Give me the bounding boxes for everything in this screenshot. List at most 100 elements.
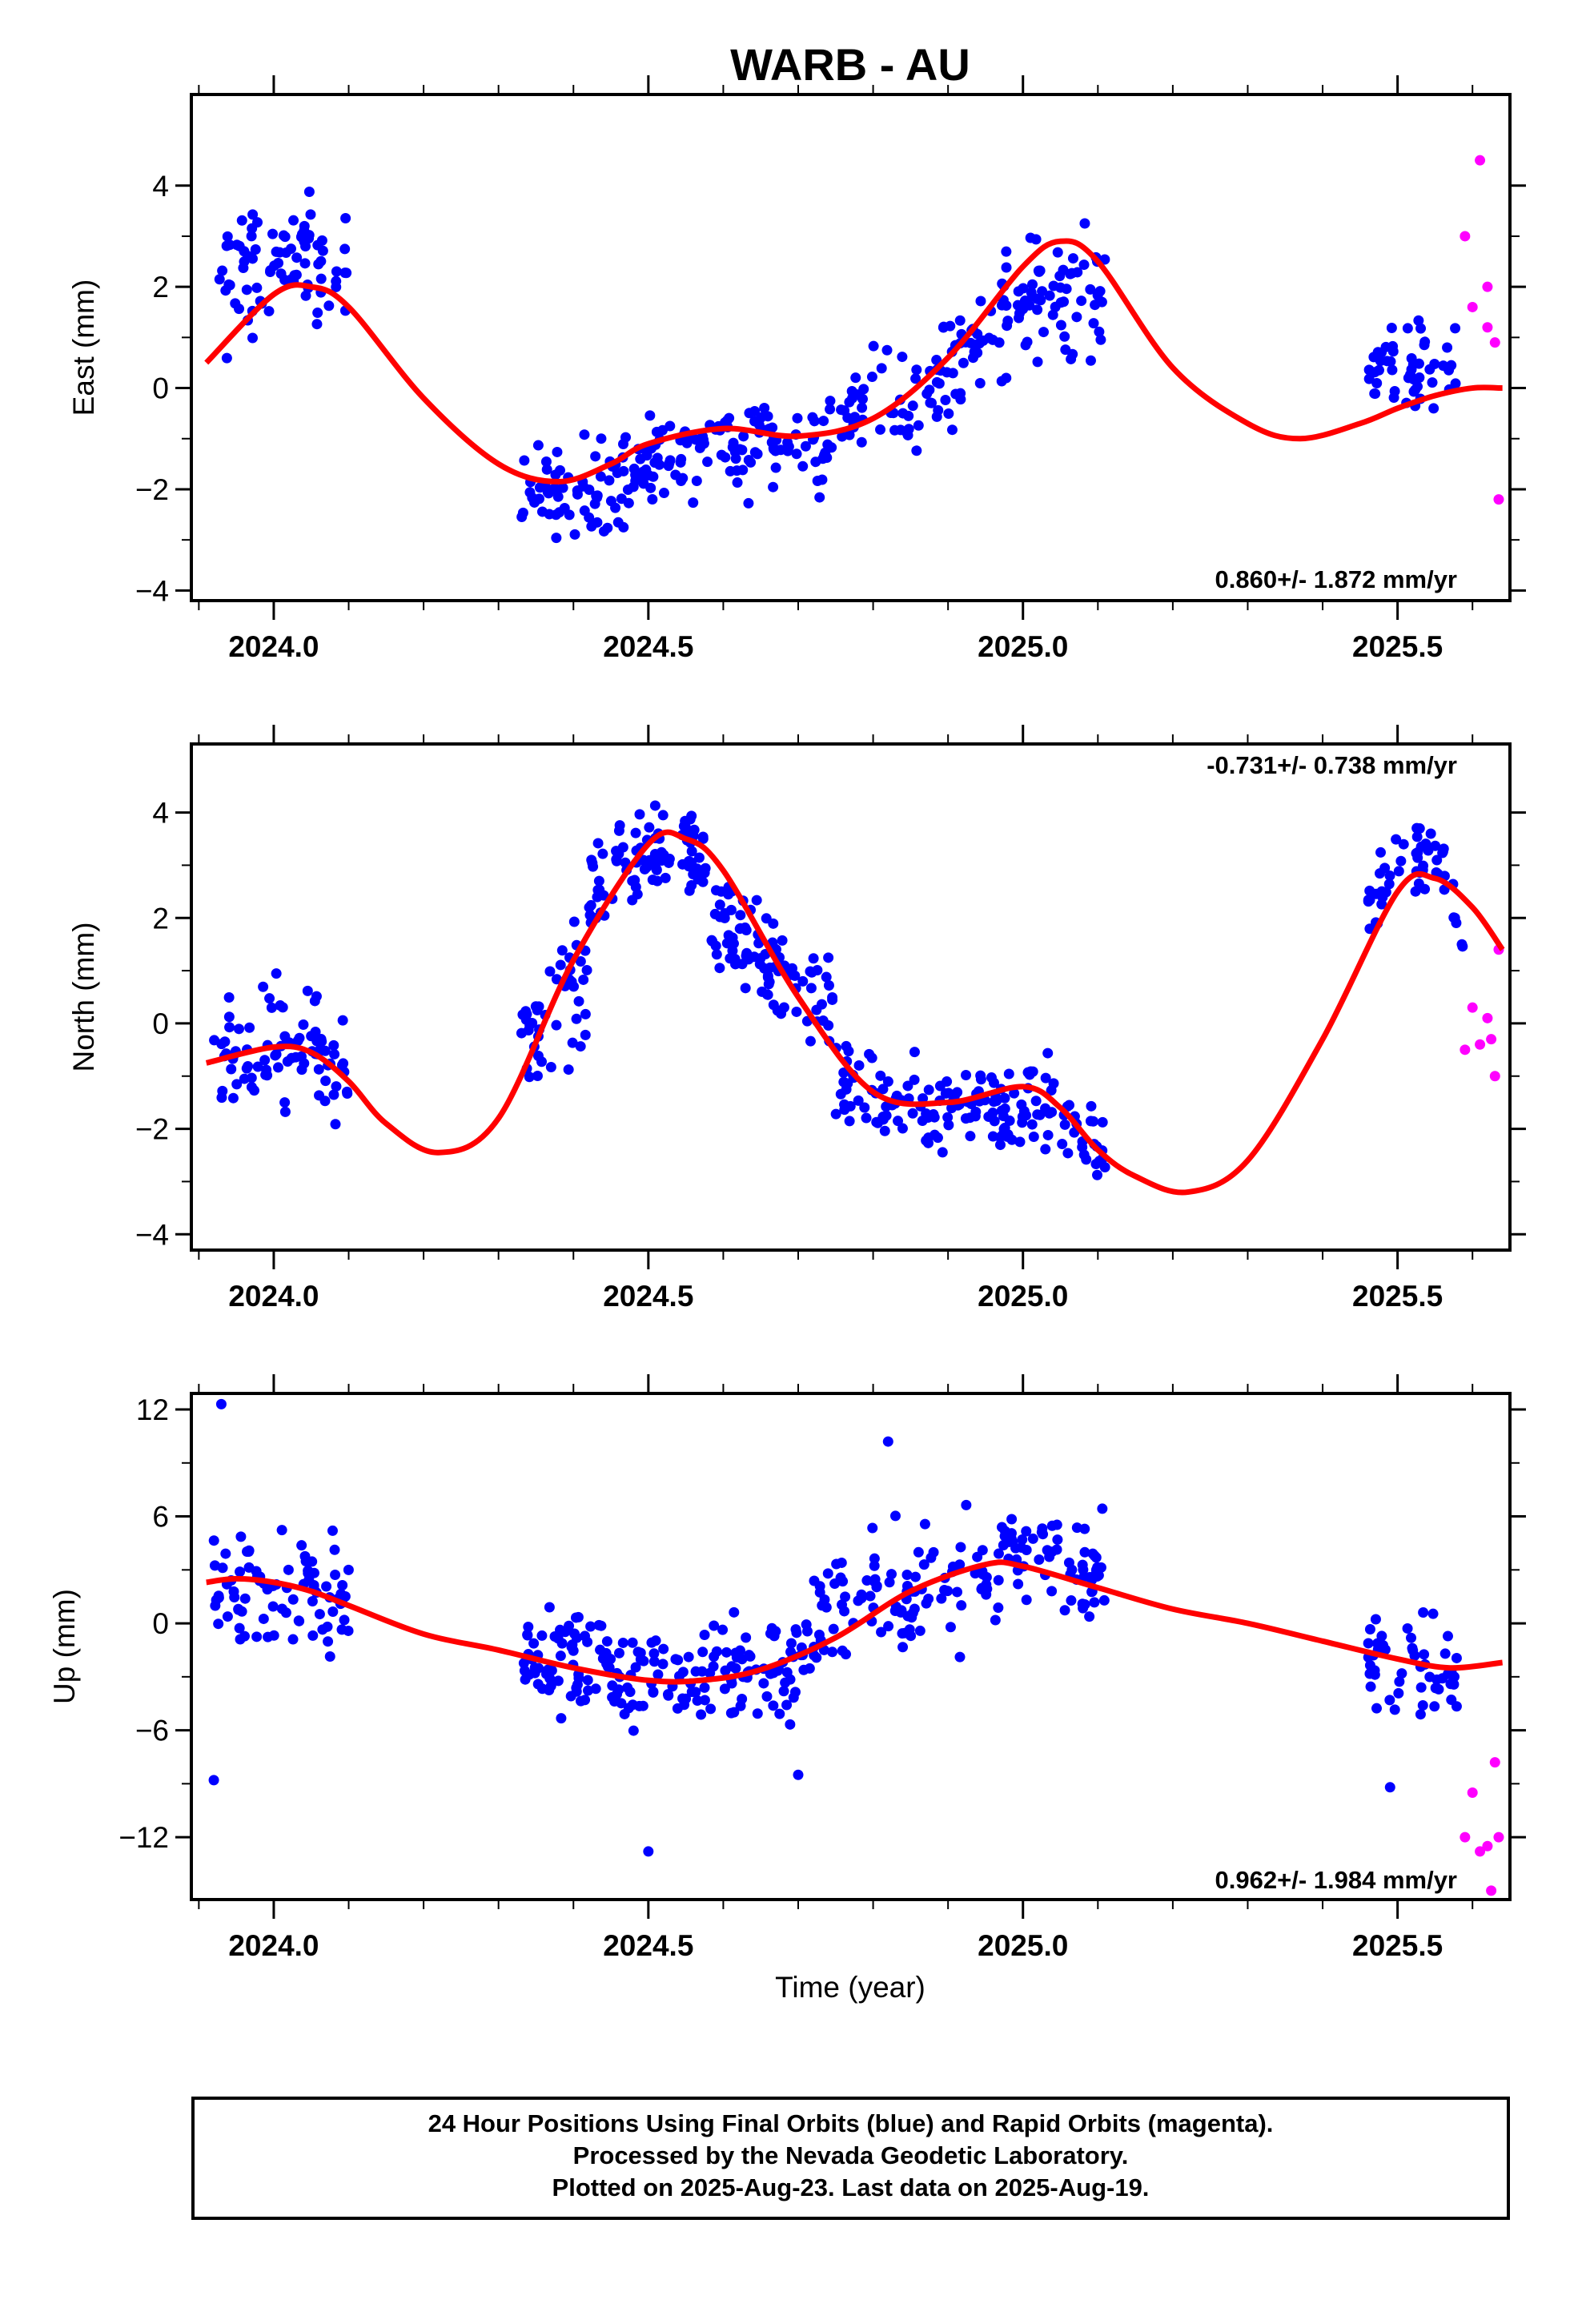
final-orbit-point [613,848,624,859]
final-orbit-point [837,1576,849,1587]
final-orbit-point [213,1592,224,1603]
final-orbit-point [1429,1701,1440,1712]
final-orbit-point [341,267,352,279]
final-orbit-point [1092,1169,1103,1180]
final-orbit-point [717,1624,729,1635]
final-orbit-point [869,1574,881,1585]
final-orbit-point [846,385,857,396]
final-orbit-point [781,1699,793,1711]
final-orbit-point [275,268,287,279]
x-tick-label: 2025.0 [978,1929,1068,1962]
final-orbit-point [313,1063,324,1075]
final-orbit-point [1393,1687,1404,1699]
final-orbit-point [247,209,259,220]
final-orbit-point [719,907,730,919]
final-orbit-point [1085,355,1096,366]
final-orbit-point [1001,372,1012,384]
final-orbit-point [572,485,583,497]
final-orbit-point [882,1436,893,1447]
final-orbit-point [893,1116,904,1127]
final-orbit-point [568,916,580,927]
y-tick-label: −6 [135,1715,169,1747]
final-orbit-point [1415,1709,1426,1720]
final-orbit-point [972,328,983,340]
final-orbit-point [988,1096,999,1108]
final-orbit-point [623,1703,634,1714]
final-orbit-point [1413,878,1424,889]
final-orbit-point [983,332,994,344]
final-orbit-point [266,1002,277,1013]
final-orbit-point [228,1586,239,1597]
final-orbit-point [910,1571,921,1582]
final-orbit-point [889,424,901,436]
y-tick-label: −2 [135,473,169,506]
final-orbit-point [208,1535,219,1546]
final-orbit-point [808,953,819,964]
final-orbit-point [1081,1154,1092,1165]
final-orbit-point [215,1398,227,1409]
final-orbit-point [709,908,721,919]
y-tick-label: 0 [152,1607,169,1640]
final-orbit-point [575,955,586,967]
final-orbit-point [627,1637,638,1648]
final-orbit-point [1052,247,1063,258]
final-orbit-point [607,1691,618,1703]
final-orbit-point [937,1147,948,1158]
final-orbit-point [541,464,552,475]
final-orbit-point [729,1606,740,1618]
final-orbit-point [1425,828,1436,839]
final-orbit-point [817,1600,828,1611]
final-orbit-point [1078,259,1090,271]
final-orbit-point [1387,340,1399,352]
final-orbit-point [840,1591,851,1602]
final-orbit-point [1079,218,1090,229]
final-orbit-point [1054,271,1066,282]
final-orbit-point [287,1634,299,1645]
final-orbit-point [1363,1638,1374,1649]
final-orbit-point [837,1645,848,1656]
y-axis-label: Up (mm) [48,1589,81,1704]
final-orbit-point [1096,296,1107,308]
final-orbit-point [743,954,754,965]
final-orbit-point [936,1593,947,1604]
final-orbit-point [612,517,624,528]
y-tick-label: 2 [152,902,169,935]
rapid-orbit-point [1493,494,1504,505]
y-tick-label: 0 [152,372,169,405]
final-orbit-point [1364,1623,1375,1634]
final-orbit-point [785,1719,796,1730]
final-orbit-point [902,429,913,440]
final-orbit-point [1373,364,1384,376]
final-orbit-point [1363,895,1374,906]
final-orbit-point [869,1553,880,1564]
final-orbit-point [828,1623,839,1634]
final-orbit-point [303,1567,314,1578]
final-orbit-point [324,1651,335,1663]
final-orbit-point [1095,1562,1106,1573]
final-orbit-point [981,1571,992,1582]
final-orbit-point [1021,1526,1032,1537]
final-orbit-point [287,1594,299,1605]
final-orbit-point [1380,887,1391,898]
final-orbit-point [241,284,252,296]
final-orbit-point [1088,1116,1099,1127]
final-orbit-point [711,885,722,896]
final-orbit-point [1071,312,1082,323]
final-orbit-point [235,1634,246,1645]
final-orbit-point [1020,340,1031,351]
y-axis-label: East (mm) [67,279,100,416]
final-orbit-point [966,337,977,348]
final-orbit-point [555,959,566,971]
final-orbit-point [300,290,311,301]
final-orbit-point [579,505,590,517]
plot-area [206,1398,1504,1896]
final-orbit-point [1097,1503,1108,1514]
final-orbit-point [1364,923,1375,935]
final-orbit-point [528,1638,540,1649]
rapid-orbit-point [1486,1885,1497,1896]
final-orbit-point [697,876,709,887]
panel-2: 2024.0 2024.5 2025.0 2025.5 −4 −2 0 2 4 North (mm… [67,725,1526,1313]
final-orbit-point [220,1548,231,1559]
final-orbit-point [329,1048,340,1059]
final-orbit-point [699,1630,710,1641]
